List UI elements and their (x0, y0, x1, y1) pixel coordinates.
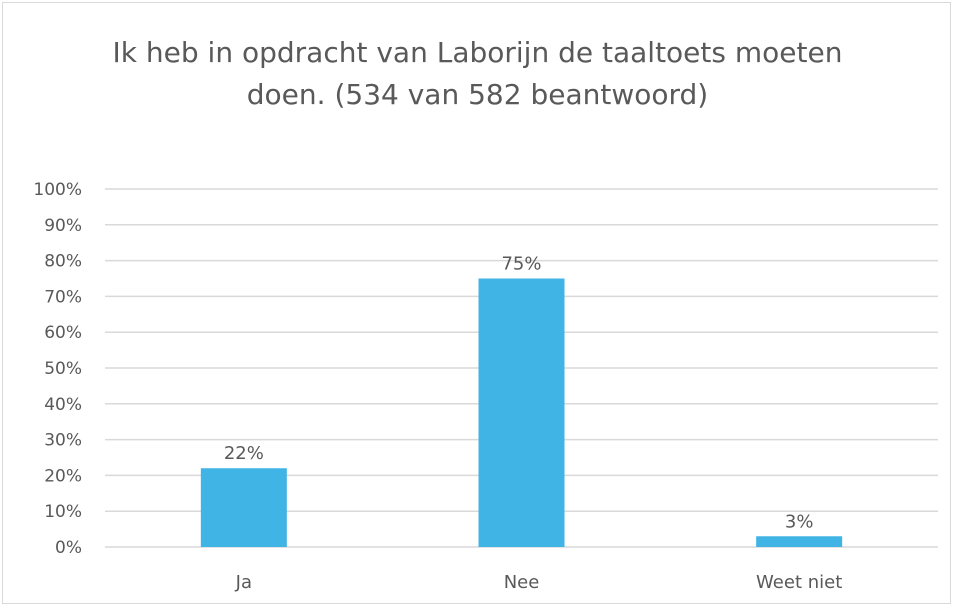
chart-title: Ik heb in opdracht van Laborijn de taalt… (0, 32, 955, 116)
bar-ja (200, 468, 287, 547)
chart-title-line-1: Ik heb in opdracht van Laborijn de taalt… (112, 36, 843, 69)
data-labels: 22% 75% 3% (224, 254, 814, 533)
y-tick-label: 90% (44, 216, 82, 236)
bar-weet-niet (756, 536, 843, 547)
x-axis-categories: Ja Nee Weet niet (235, 572, 843, 593)
y-tick-label: 0% (55, 538, 82, 558)
y-axis-ticks: 0% 10% 20% 30% 40% 50% 60% 70% 80% 90% 100% (33, 180, 82, 558)
y-tick-label: 40% (44, 395, 82, 415)
data-label: 22% (224, 443, 264, 464)
y-tick-label: 20% (44, 466, 82, 486)
category-label: Weet niet (756, 572, 842, 593)
y-tick-label: 60% (44, 323, 82, 343)
y-tick-label: 80% (44, 252, 82, 272)
category-label: Ja (235, 572, 252, 593)
y-tick-label: 10% (44, 502, 82, 522)
chart-title-line-2: doen. (534 van 582 beantwoord) (246, 78, 709, 111)
y-tick-label: 30% (44, 431, 82, 451)
y-tick-label: 50% (44, 359, 82, 379)
y-tick-label: 70% (44, 287, 82, 307)
bars (200, 278, 843, 547)
bar-nee (478, 278, 565, 547)
data-label: 75% (501, 254, 541, 275)
data-label: 3% (785, 511, 814, 532)
category-label: Nee (504, 572, 540, 593)
y-tick-label: 100% (33, 180, 82, 200)
